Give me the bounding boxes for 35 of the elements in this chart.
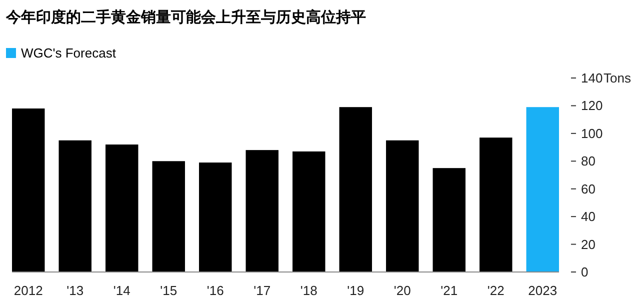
- y-tick-label: 60: [581, 181, 596, 196]
- chart-title: 今年印度的二手黄金销量可能会上升至与历史高位持平: [5, 8, 366, 26]
- x-tick-label: '19: [347, 283, 364, 298]
- bar: [480, 138, 512, 272]
- y-axis-title: Tons: [604, 70, 632, 86]
- x-tick-label: 2023: [528, 283, 558, 298]
- x-tick-label: '13: [66, 283, 84, 298]
- bar: [386, 140, 419, 272]
- x-tick-label: '22: [487, 283, 504, 298]
- x-tick-label: '18: [300, 283, 318, 298]
- bar: [246, 150, 278, 272]
- x-tick-label: '15: [160, 283, 178, 298]
- bar: [339, 107, 372, 272]
- bar: [432, 168, 466, 272]
- bar: [292, 151, 326, 272]
- legend-label: WGC's Forecast: [21, 46, 116, 60]
- y-tick-label: 140: [581, 70, 603, 86]
- y-tick-label: 40: [581, 209, 596, 224]
- y-tick-label: 120: [581, 98, 603, 114]
- x-tick-label: '16: [206, 283, 224, 298]
- bar: [199, 162, 232, 272]
- y-tick-label: 100: [581, 126, 603, 141]
- x-tick-label: '17: [254, 283, 271, 298]
- y-tick-label: 0: [581, 264, 588, 280]
- bar: [526, 107, 559, 272]
- x-tick-label: '14: [113, 283, 130, 298]
- y-tick-label: 20: [581, 236, 596, 252]
- x-tick-label: '20: [394, 283, 411, 298]
- y-tick-label: 80: [581, 154, 596, 169]
- bar: [12, 108, 45, 272]
- bar: [58, 140, 92, 272]
- bar: [106, 144, 138, 272]
- x-tick-label: '21: [440, 283, 458, 298]
- x-tick-label: 2012: [14, 283, 43, 298]
- bar: [152, 161, 185, 272]
